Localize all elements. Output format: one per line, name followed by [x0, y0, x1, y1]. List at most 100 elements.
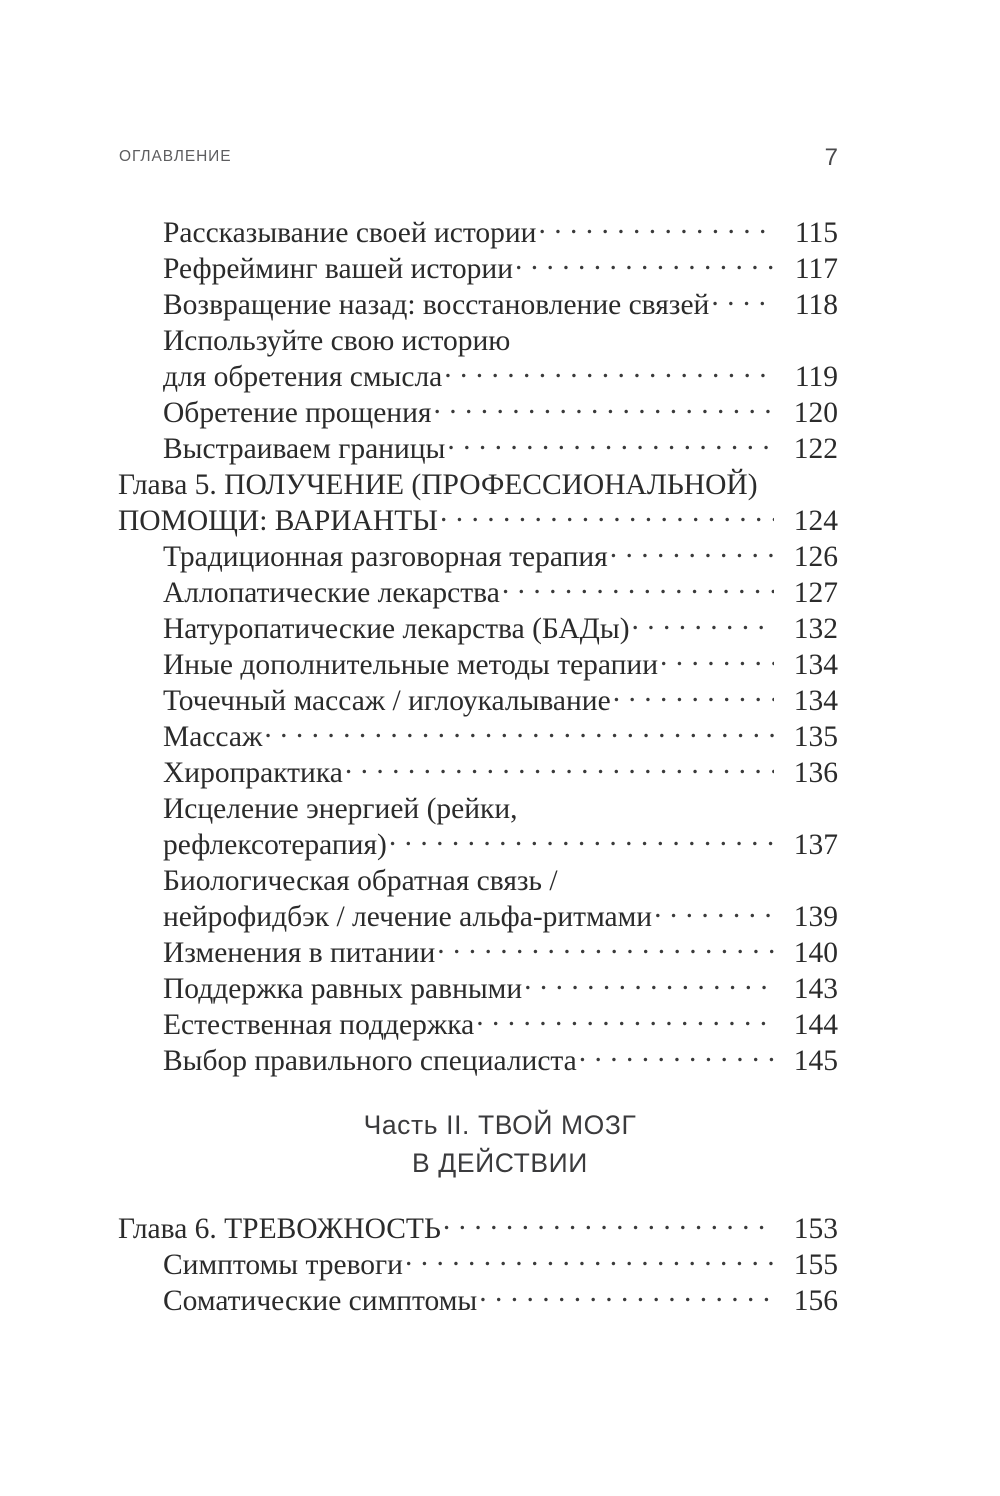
toc-leader-dots — [440, 500, 774, 530]
toc-entry-label: Используйте свою историю — [163, 324, 511, 357]
toc-entry[interactable]: Выстраиваем границы 122 — [0, 428, 1000, 465]
toc-entry-page-number: 156 — [793, 1284, 838, 1317]
toc-entry-label: Биологическая обратная связь / — [163, 864, 558, 897]
toc-leader-dots — [345, 752, 774, 782]
toc-entry[interactable]: Хиропрактика 136 — [0, 752, 1000, 789]
toc-entry-page-number: 155 — [793, 1248, 838, 1281]
toc-leader-dots — [760, 464, 774, 494]
toc-entry-label: Глава 5. ПОЛУЧЕНИЕ (ПРОФЕССИОНАЛЬНОЙ) — [118, 468, 758, 501]
toc-entry[interactable]: Используйте свою историю — [0, 320, 1000, 357]
toc-entry[interactable]: Глава 5. ПОЛУЧЕНИЕ (ПРОФЕССИОНАЛЬНОЙ) — [0, 464, 1000, 501]
toc-entry-label: Иные дополнительные методы терапии — [163, 648, 658, 681]
toc-entry[interactable]: для обретения смысла 119 — [0, 356, 1000, 393]
toc-leader-dots — [447, 428, 774, 458]
toc-leader-dots — [520, 788, 774, 818]
toc-leader-dots — [443, 1208, 774, 1238]
toc-entry-label: Хиропрактика — [163, 756, 343, 789]
toc-entry[interactable]: Обретение прощения 120 — [0, 392, 1000, 429]
toc-leader-dots — [660, 644, 774, 674]
toc-entry[interactable]: Глава 6. ТРЕВОЖНОСТЬ 153 — [0, 1208, 1000, 1245]
toc-entry[interactable]: Массаж 135 — [0, 716, 1000, 753]
toc-entry-page-number: 143 — [793, 972, 838, 1005]
toc-leader-dots — [654, 896, 774, 926]
toc-leader-dots — [433, 392, 774, 422]
toc-entry[interactable]: Соматические симптомы 156 — [0, 1280, 1000, 1317]
toc-entry-label: Соматические симптомы — [163, 1284, 478, 1317]
toc-leader-dots — [560, 860, 774, 890]
toc-entry[interactable]: Традиционная разговорная терапия 126 — [0, 536, 1000, 573]
toc-entry[interactable]: нейрофидбэк / лечение альфа-ритмами 139 — [0, 896, 1000, 933]
toc-leader-dots — [444, 356, 774, 386]
toc-entry-page-number: 117 — [794, 252, 838, 285]
toc-leader-dots — [502, 572, 774, 602]
toc-entry-page-number: 134 — [793, 648, 838, 681]
toc-list: Рассказывание своей истории115Рефрейминг… — [0, 212, 1000, 1077]
toc-entry-label: для обретения смысла — [163, 360, 443, 393]
toc-leader-dots — [613, 680, 774, 710]
toc-entry-page-number: 124 — [793, 504, 838, 537]
toc-leader-dots — [632, 608, 774, 638]
toc-entry-label: Возвращение назад: восстановление связей — [163, 288, 710, 321]
toc-entry[interactable]: ПОМОЩИ: ВАРИАНТЫ 124 — [0, 500, 1000, 537]
toc-entry[interactable]: Иные дополнительные методы терапии 134 — [0, 644, 1000, 681]
toc-entry-label: Массаж — [163, 720, 263, 753]
toc-entry[interactable]: Поддержка равных равными 143 — [0, 968, 1000, 1005]
page-number: 7 — [824, 144, 838, 171]
toc-leader-dots — [579, 1040, 774, 1070]
toc-entry-label: Выбор правильного специалиста — [163, 1044, 577, 1077]
toc-entry[interactable]: Точечный массаж / иглоукалывание 134 — [0, 680, 1000, 717]
toc-leader-dots — [610, 536, 774, 566]
toc-entry-page-number: 135 — [793, 720, 838, 753]
toc-entry-label: Изменения в питании — [163, 936, 436, 969]
running-head: ОГЛАВЛЕНИЕ 7 — [119, 140, 859, 171]
toc-leader-dots — [538, 212, 774, 242]
toc-entry-page-number: 136 — [793, 756, 838, 789]
toc-leader-dots — [479, 1280, 774, 1310]
toc-entry[interactable]: Рассказывание своей истории 115 — [0, 212, 1000, 249]
toc-entry[interactable]: Выбор правильного специалиста 145 — [0, 1040, 1000, 1077]
toc-entry[interactable]: Биологическая обратная связь / — [0, 860, 1000, 897]
toc-leader-dots — [264, 716, 774, 746]
part-heading-line-1: Часть II. ТВОЙ МОЗГ — [363, 1110, 637, 1140]
part-heading-line-2: В ДЕЙСТВИИ — [412, 1148, 588, 1178]
toc-entry-label: Исцеление энергией (рейки, — [163, 792, 518, 825]
toc-leader-dots — [389, 824, 774, 854]
toc-entry-page-number: 139 — [793, 900, 838, 933]
toc-entry-label: Естественная поддержка — [163, 1008, 475, 1041]
toc-entry-page-number: 132 — [793, 612, 838, 645]
toc-leader-dots — [476, 1004, 774, 1034]
toc-entry-label: Поддержка равных равными — [163, 972, 523, 1005]
toc-entry-label: Натуропатические лекарства (БАДы) — [163, 612, 630, 645]
toc-entry-label: ПОМОЩИ: ВАРИАНТЫ — [118, 504, 438, 537]
toc-entry-label: Аллопатические лекарства — [163, 576, 500, 609]
toc-entry-label: рефлексотерапия) — [163, 828, 387, 861]
toc-entry[interactable]: Симптомы тревоги 155 — [0, 1244, 1000, 1281]
toc-entry[interactable]: Рефрейминг вашей истории 117 — [0, 248, 1000, 285]
toc-entry[interactable]: Аллопатические лекарства 127 — [0, 572, 1000, 609]
toc-entry[interactable]: Исцеление энергией (рейки, — [0, 788, 1000, 825]
toc-entry[interactable]: рефлексотерапия) 137 — [0, 824, 1000, 861]
table-of-contents: Рассказывание своей истории115Рефрейминг… — [0, 212, 1000, 1317]
toc-entry-page-number: 120 — [793, 396, 838, 429]
toc-entry-label: Точечный массаж / иглоукалывание — [163, 684, 611, 717]
toc-entry-page-number: 140 — [793, 936, 838, 969]
toc-leader-dots — [437, 932, 774, 962]
toc-entry-page-number: 144 — [793, 1008, 838, 1041]
toc-entry-page-number: 127 — [793, 576, 838, 609]
toc-entry[interactable]: Натуропатические лекарства (БАДы) 132 — [0, 608, 1000, 645]
toc-entry-page-number: 119 — [794, 360, 838, 393]
toc-entry-page-number: 118 — [794, 288, 838, 321]
toc-entry-label: Рефрейминг вашей истории — [163, 252, 513, 285]
toc-entry[interactable]: Возвращение назад: восстановление связей… — [0, 284, 1000, 321]
toc-entry-page-number: 122 — [793, 432, 838, 465]
toc-entry[interactable]: Изменения в питании 140 — [0, 932, 1000, 969]
toc-entry-page-number: 153 — [793, 1212, 838, 1245]
running-head-title: ОГЛАВЛЕНИЕ — [119, 148, 232, 165]
toc-entry[interactable]: Естественная поддержка 144 — [0, 1004, 1000, 1041]
toc-leader-dots — [524, 968, 774, 998]
toc-entry-label: Симптомы тревоги — [163, 1248, 403, 1281]
toc-entry-label: Традиционная разговорная терапия — [163, 540, 608, 573]
part-heading: Часть II. ТВОЙ МОЗГ В ДЕЙСТВИИ — [0, 1106, 1000, 1182]
toc-list-after-part: Глава 6. ТРЕВОЖНОСТЬ 153 Симптомы тревоги 1… — [0, 1208, 1000, 1317]
